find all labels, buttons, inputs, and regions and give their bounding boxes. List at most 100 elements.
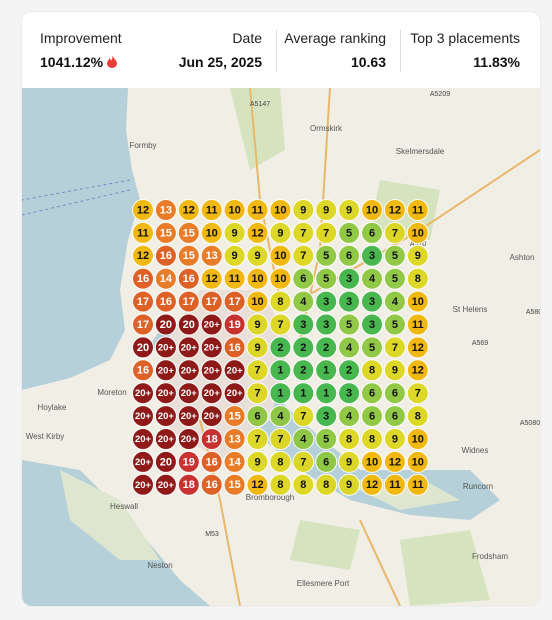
rank-value: 15 bbox=[183, 250, 195, 262]
rank-value: 10 bbox=[412, 296, 424, 308]
rank-value: 9 bbox=[254, 342, 260, 354]
rank-value: 4 bbox=[300, 433, 307, 445]
rank-value: 7 bbox=[254, 388, 260, 400]
rank-pin bbox=[292, 405, 315, 428]
rank-pin bbox=[154, 244, 177, 267]
rank-pin bbox=[154, 405, 177, 428]
rank-pin bbox=[223, 473, 246, 496]
rank-value: 10 bbox=[274, 204, 286, 216]
rank-value: 16 bbox=[228, 342, 240, 354]
rank-value: 20+ bbox=[204, 342, 221, 353]
stat-label: Improvement bbox=[40, 30, 122, 46]
rank-pin bbox=[177, 244, 200, 267]
rank-value: 6 bbox=[369, 411, 375, 423]
rank-pin bbox=[223, 428, 246, 450]
rank-pin bbox=[246, 359, 269, 382]
rank-pin bbox=[383, 221, 406, 244]
rank-value: 20+ bbox=[158, 342, 175, 353]
rank-pin bbox=[383, 473, 406, 496]
rank-value: 20+ bbox=[158, 388, 175, 399]
rank-value: 9 bbox=[392, 365, 398, 377]
rank-pin bbox=[223, 405, 246, 428]
rank-pin bbox=[338, 290, 361, 313]
rank-value: 6 bbox=[346, 250, 352, 262]
rank-value: 20+ bbox=[135, 480, 152, 491]
rank-pin bbox=[383, 267, 406, 290]
rank-pin bbox=[246, 244, 269, 267]
rank-pin bbox=[223, 267, 246, 290]
rank-pin bbox=[132, 267, 154, 290]
rank-value: 18 bbox=[183, 479, 195, 491]
rank-value: 7 bbox=[300, 227, 306, 239]
rank-pin bbox=[361, 359, 383, 382]
rank-value: 20+ bbox=[181, 411, 198, 422]
rank-pin bbox=[154, 221, 177, 244]
rank-pin bbox=[292, 450, 315, 473]
rank-value: 1 bbox=[323, 365, 329, 377]
place-label: Heswall bbox=[110, 502, 138, 511]
rank-pin bbox=[269, 359, 292, 382]
rank-pin bbox=[315, 359, 338, 382]
stat-label: Average ranking bbox=[284, 30, 386, 46]
rank-pin bbox=[132, 290, 154, 313]
rank-value: 5 bbox=[392, 273, 398, 285]
rank-value: 15 bbox=[160, 227, 172, 239]
rank-value: 16 bbox=[160, 296, 172, 308]
rank-pin bbox=[177, 473, 200, 496]
rank-value: 7 bbox=[415, 388, 421, 400]
rank-pin bbox=[338, 336, 361, 359]
rank-pin bbox=[154, 336, 177, 359]
rank-pin bbox=[315, 221, 338, 244]
rank-value: 11 bbox=[137, 227, 149, 239]
rank-pin bbox=[338, 405, 361, 428]
stat-label: Date bbox=[232, 30, 262, 46]
rank-value: 9 bbox=[277, 227, 283, 239]
rank-pin bbox=[223, 290, 246, 313]
rank-value: 15 bbox=[228, 479, 240, 491]
stat: Date Jun 25, 2025 bbox=[179, 30, 262, 70]
rank-value: 20+ bbox=[204, 388, 221, 399]
rank-pin bbox=[269, 290, 292, 313]
place-label: Formby bbox=[129, 141, 156, 150]
rank-value: 12 bbox=[251, 479, 263, 491]
rank-pin bbox=[200, 450, 223, 473]
rank-value: 6 bbox=[392, 411, 398, 423]
rank-value: 4 bbox=[346, 411, 353, 423]
rank-pin bbox=[132, 244, 154, 267]
rank-pin bbox=[246, 199, 269, 221]
rank-pin bbox=[406, 313, 429, 336]
rank-value: 8 bbox=[277, 479, 283, 491]
rank-value: 20+ bbox=[204, 320, 221, 331]
rank-pin bbox=[315, 450, 338, 473]
rank-value: 13 bbox=[160, 204, 172, 216]
rank-value: 20 bbox=[183, 319, 195, 331]
rank-value: 17 bbox=[228, 296, 240, 308]
rank-value: 9 bbox=[232, 250, 238, 262]
rank-pin bbox=[292, 359, 315, 382]
rank-value: 6 bbox=[369, 388, 375, 400]
stat: Average ranking 10.63 bbox=[284, 30, 386, 70]
rank-value: 10 bbox=[412, 456, 424, 468]
rank-pin bbox=[269, 336, 292, 359]
rank-pin bbox=[383, 290, 406, 313]
rank-pin bbox=[338, 428, 361, 450]
road-label: A569 bbox=[472, 340, 488, 347]
channel bbox=[22, 179, 131, 216]
rank-pin bbox=[315, 405, 338, 428]
road-label: A5209 bbox=[430, 91, 450, 98]
rank-value: 20+ bbox=[158, 480, 175, 491]
rank-pin bbox=[177, 313, 200, 336]
rank-value: 20+ bbox=[158, 411, 175, 422]
place-label: Widnes bbox=[462, 446, 489, 455]
rank-value: 14 bbox=[160, 273, 173, 285]
rank-value: 10 bbox=[228, 204, 240, 216]
rank-value: 20+ bbox=[204, 365, 221, 376]
rank-pin bbox=[292, 290, 315, 313]
rank-pin bbox=[383, 244, 406, 267]
stat: Top 3 placements 11.83% bbox=[410, 30, 520, 70]
rank-value: 11 bbox=[252, 204, 264, 216]
rank-value: 16 bbox=[183, 273, 195, 285]
rank-value: 16 bbox=[137, 365, 149, 377]
rank-value: 9 bbox=[254, 456, 260, 468]
